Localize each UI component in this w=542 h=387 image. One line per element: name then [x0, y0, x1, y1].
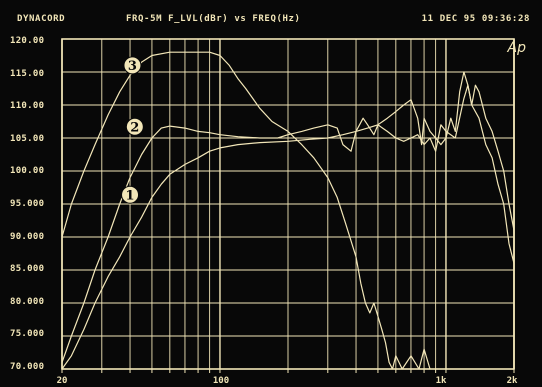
timestamp: 11 DEC 95 09:36:28 — [421, 14, 530, 24]
y-tick-label-105: 105.00 — [10, 134, 45, 144]
brand-label: DYNACORD — [17, 14, 66, 24]
y-tick-label-75: 75.000 — [10, 329, 45, 339]
marker-label-3: 3 — [128, 59, 137, 74]
marker-label-2: 2 — [130, 120, 139, 135]
trace-markers: 1 2 3 — [121, 56, 144, 204]
y-tick-label-90: 90.000 — [10, 232, 45, 242]
marker-circle-3 — [123, 56, 142, 75]
y-tick-label-120: 120.00 — [10, 36, 45, 46]
y-tick-label-95: 95.000 — [10, 199, 45, 209]
trace-2 — [61, 84, 515, 363]
y-tick-label-85: 85.000 — [10, 264, 45, 274]
ap-logo: Ap — [507, 40, 526, 56]
marker-circle-1 — [121, 185, 140, 204]
marker-circle-2 — [125, 117, 144, 136]
marker-label-1: 1 — [126, 188, 135, 203]
y-tick-label-70: 70.000 — [10, 362, 45, 372]
x-tick-label-20: 20 — [56, 376, 68, 386]
x-tick-label-1k: 1k — [435, 376, 447, 386]
y-tick-label-115: 115.00 — [10, 69, 45, 79]
x-tick-label-100: 100 — [212, 376, 230, 386]
y-tick-label-100: 100.00 — [10, 166, 45, 176]
trace-1 — [61, 71, 515, 370]
chart-title: FRQ-5M F_LVL(dBr) vs FREQ(Hz) — [126, 14, 301, 24]
y-tick-label-110: 110.00 — [10, 101, 45, 111]
x-tick-label-2k: 2k — [506, 376, 518, 386]
y-tick-label-80: 80.000 — [10, 297, 45, 307]
grid — [61, 38, 515, 373]
